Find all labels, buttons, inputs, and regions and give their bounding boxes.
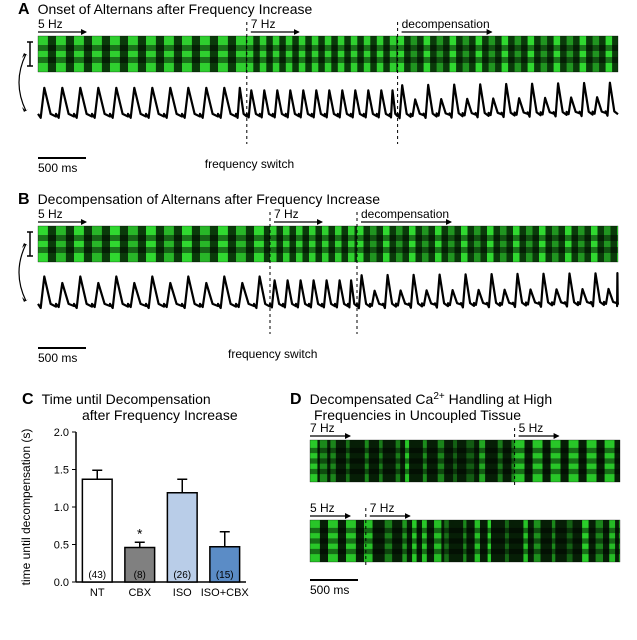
svg-text:after Frequency Increase: after Frequency Increase bbox=[82, 407, 238, 423]
heatmap bbox=[38, 36, 618, 72]
freq-switch-label: frequency switch bbox=[228, 347, 317, 361]
freq-label: 5 Hz bbox=[310, 501, 350, 516]
ytick-label: 1.5 bbox=[54, 465, 69, 477]
panel-B-title: BDecompensation of Alternans after Frequ… bbox=[18, 191, 380, 208]
panel-C-title: CTime until Decompensation bbox=[22, 391, 211, 408]
scale-bar-label: 500 ms bbox=[38, 161, 77, 175]
svg-text:BDecompensation of Alternans a: BDecompensation of Alternans after Frequ… bbox=[18, 191, 380, 208]
bar-label: ISO+CBX bbox=[201, 587, 250, 599]
ytick-label: 0.0 bbox=[54, 577, 69, 589]
y-axis-label: time until decompensation (s) bbox=[19, 429, 33, 586]
scale-bar-label: 500 ms bbox=[38, 351, 77, 365]
decomp-label: decompensation bbox=[402, 17, 492, 32]
freq-label: 7 Hz bbox=[310, 421, 350, 436]
bar-n: (8) bbox=[134, 570, 146, 581]
svg-text:7 Hz: 7 Hz bbox=[310, 421, 335, 435]
link-arrow-icon bbox=[19, 243, 28, 302]
svg-text:5 Hz: 5 Hz bbox=[519, 421, 544, 435]
bar-n: (26) bbox=[173, 570, 191, 581]
freq-label-mid: 7 Hz bbox=[274, 207, 322, 222]
svg-text:7 Hz: 7 Hz bbox=[251, 17, 276, 31]
svg-text:7 Hz: 7 Hz bbox=[274, 207, 299, 221]
svg-text:decompensation: decompensation bbox=[361, 207, 449, 221]
svg-text:7 Hz: 7 Hz bbox=[370, 501, 395, 515]
freq-label: 7 Hz bbox=[370, 501, 410, 516]
calcium-trace bbox=[38, 273, 618, 308]
bar-NT bbox=[82, 479, 112, 582]
bar-n: (43) bbox=[88, 570, 106, 581]
freq-label-mid: 7 Hz bbox=[251, 17, 299, 32]
bar-label: CBX bbox=[128, 587, 151, 599]
bar-label: NT bbox=[90, 587, 105, 599]
heatmap bbox=[310, 440, 620, 482]
figure: AOnset of Alternans after Frequency Incr… bbox=[0, 0, 637, 640]
heatmap bbox=[38, 226, 618, 262]
svg-text:Frequencies in Uncoupled Tissu: Frequencies in Uncoupled Tissue bbox=[314, 407, 521, 423]
sig-marker: * bbox=[137, 525, 143, 541]
ytick-label: 0.5 bbox=[54, 540, 69, 552]
panel-A-title: AOnset of Alternans after Frequency Incr… bbox=[18, 1, 312, 18]
freq-label-left: 5 Hz bbox=[38, 207, 86, 222]
freq-label-left: 5 Hz bbox=[38, 17, 86, 32]
freq-switch-label: frequency switch bbox=[205, 157, 294, 171]
svg-text:5 Hz: 5 Hz bbox=[38, 207, 63, 221]
calcium-trace bbox=[38, 83, 618, 119]
panel-D-title: DDecompensated Ca2+ Handling at High bbox=[290, 391, 552, 408]
ytick-label: 1.0 bbox=[54, 502, 69, 514]
svg-text:decompensation: decompensation bbox=[402, 17, 490, 31]
bar-n: (15) bbox=[216, 570, 234, 581]
freq-label: 5 Hz bbox=[519, 421, 559, 436]
bar-ISO bbox=[167, 493, 197, 582]
svg-text:AOnset of Alternans after Freq: AOnset of Alternans after Frequency Incr… bbox=[18, 1, 312, 18]
heatmap bbox=[310, 520, 620, 562]
decomp-label: decompensation bbox=[361, 207, 451, 222]
bar-label: ISO bbox=[173, 587, 192, 599]
svg-text:5 Hz: 5 Hz bbox=[38, 17, 63, 31]
ytick-label: 2.0 bbox=[54, 427, 69, 439]
scale-bar-label: 500 ms bbox=[310, 583, 349, 597]
link-arrow-icon bbox=[19, 53, 28, 112]
svg-text:5 Hz: 5 Hz bbox=[310, 501, 335, 515]
